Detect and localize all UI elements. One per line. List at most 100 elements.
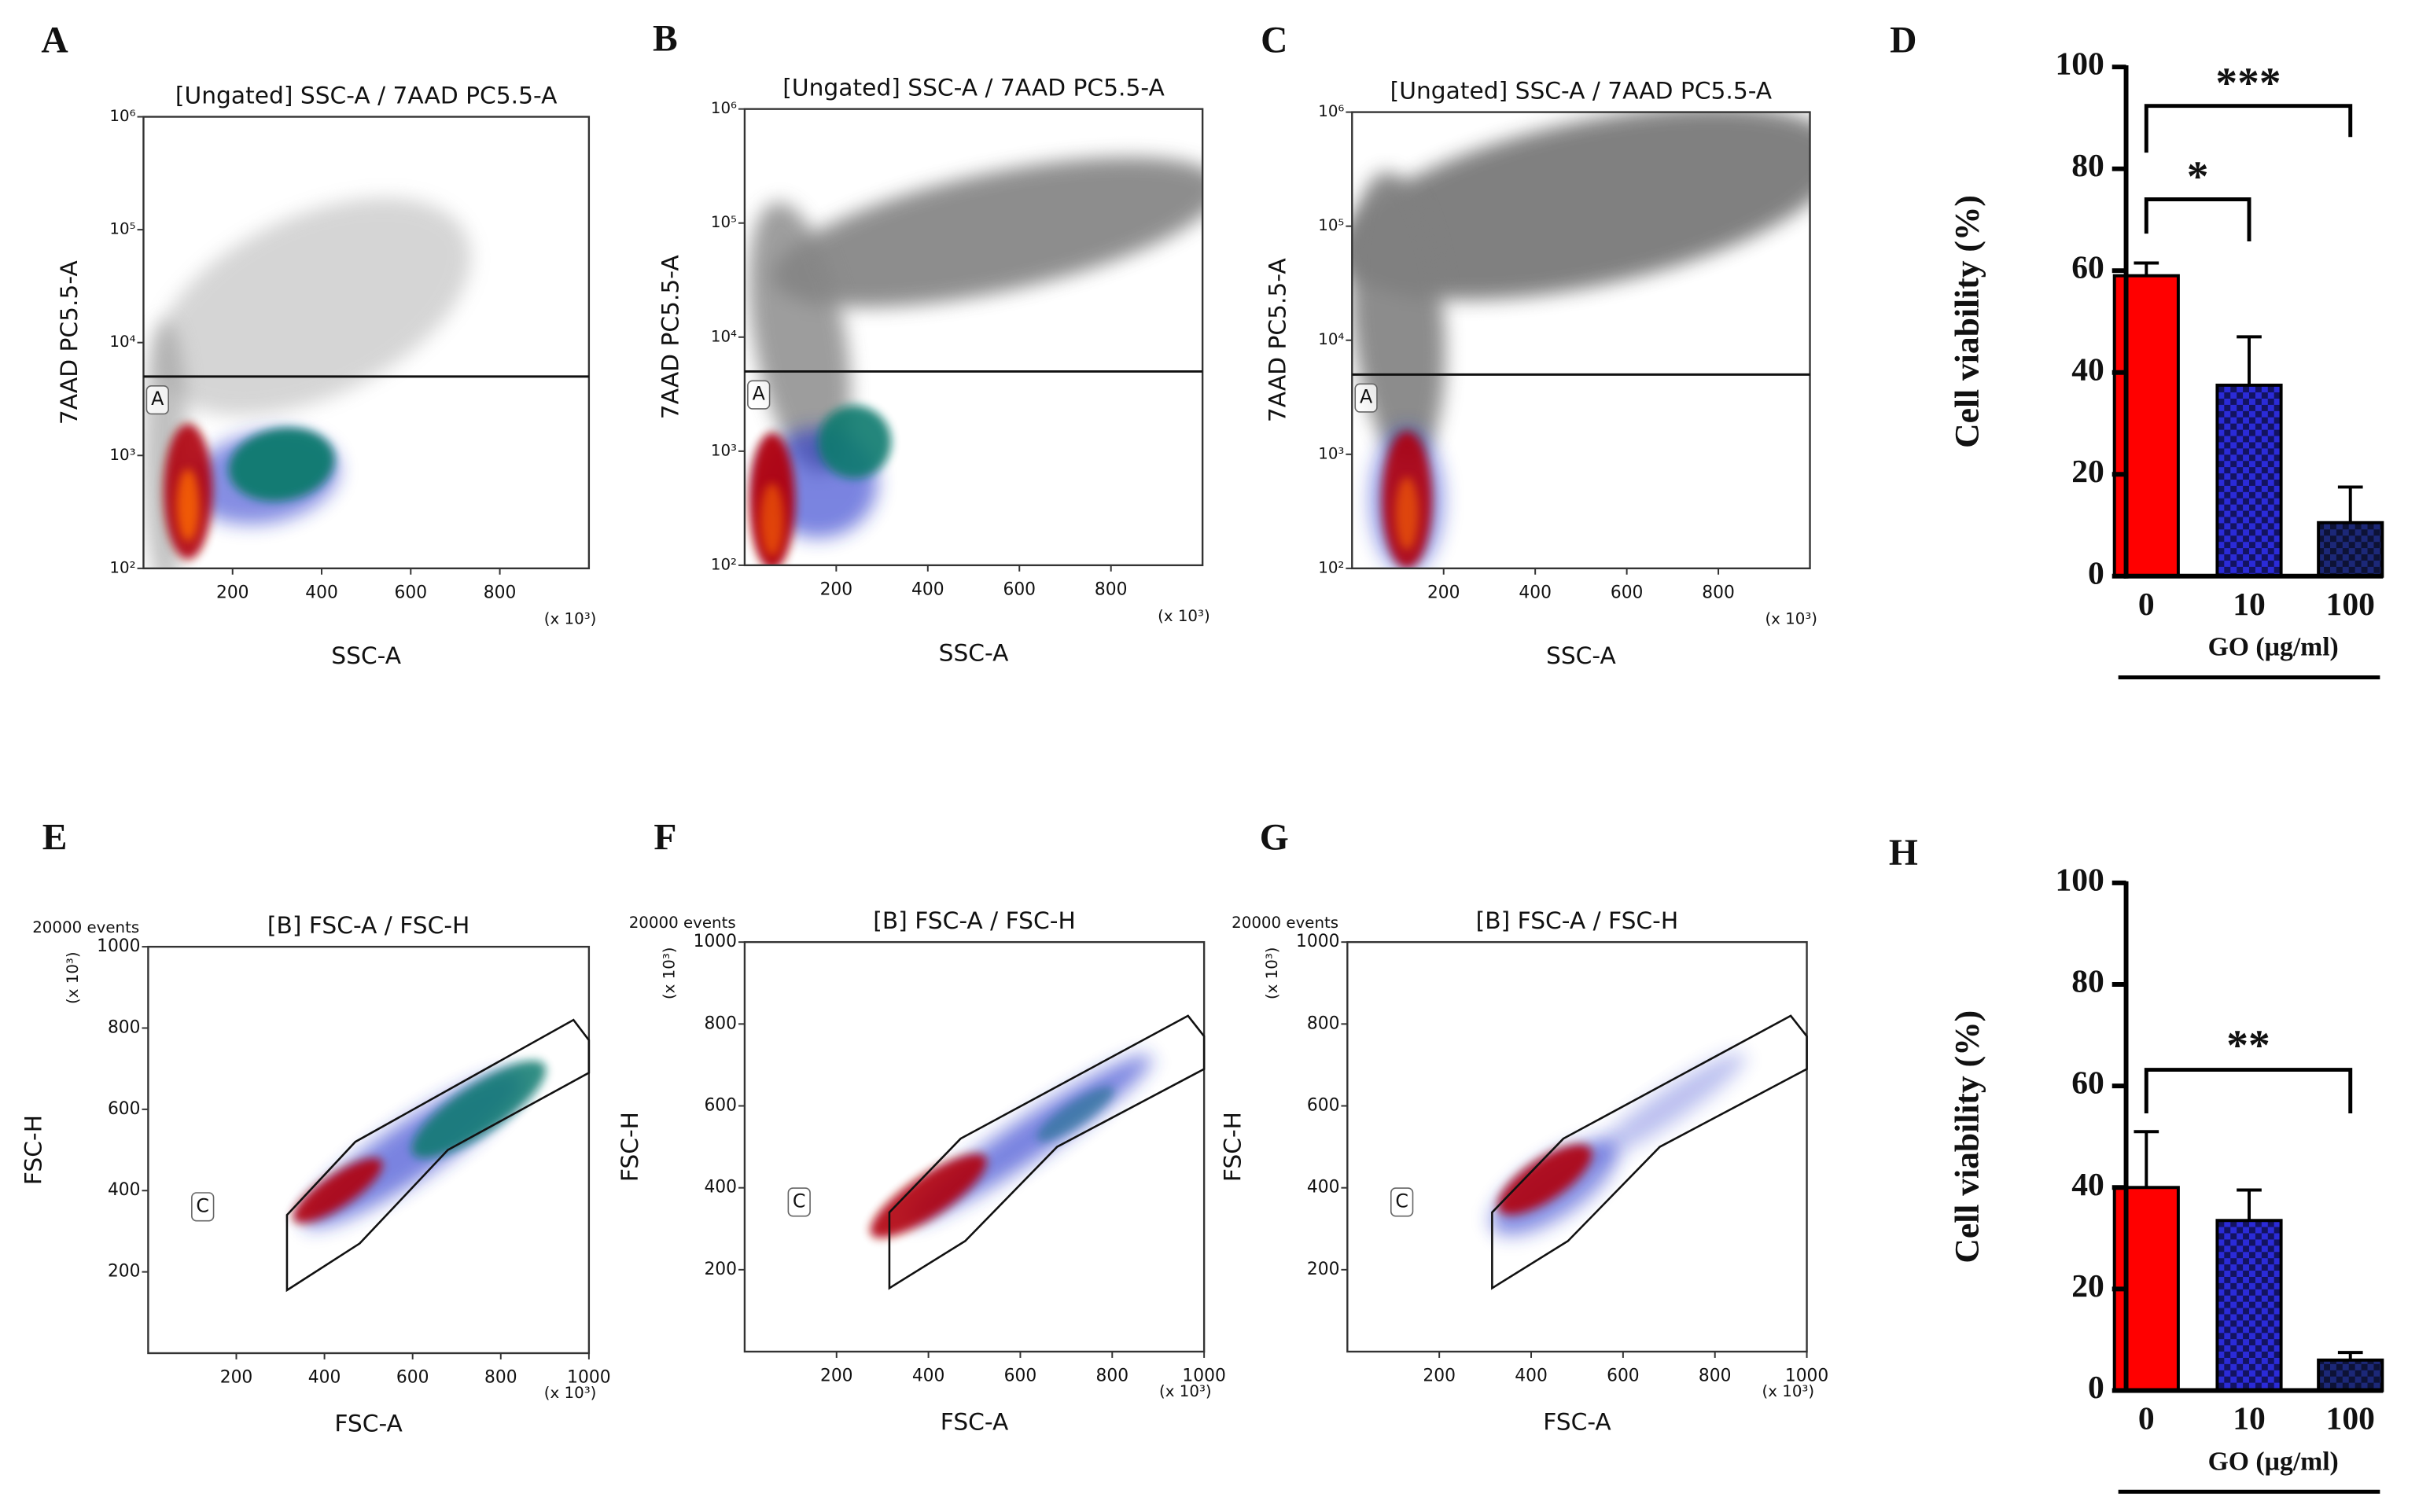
y-axis-label: FSC-H: [617, 1112, 644, 1182]
y-tick-label: 10²: [1318, 558, 1344, 576]
y-tick-label: 20: [2071, 453, 2104, 489]
y-tick-label: 40: [2071, 1166, 2104, 1202]
event-count: 20000 events: [32, 918, 139, 936]
y-tick-label: 10²: [109, 558, 135, 576]
plot-title: [Ungated] SSC-A / 7AAD PC5.5-A: [175, 82, 558, 109]
y-tick-label: 1000: [1296, 932, 1339, 951]
x-tick-label: 800: [1699, 1367, 1732, 1386]
x-unit: (x 10³): [544, 610, 597, 628]
scatter-panel: F [B] FSC-A / FSC-H 200 400 600 800 1000 200 400…: [617, 817, 1226, 1436]
panel-letter: F: [654, 817, 676, 858]
x-tick-label: 10: [2233, 1400, 2266, 1437]
y-tick-label: 60: [2071, 249, 2104, 285]
gate-label-box: [787, 1187, 811, 1217]
x-tick-label: 600: [1607, 1367, 1640, 1386]
y-tick-label: 10³: [1318, 444, 1344, 462]
density-cloud: [411, 1060, 547, 1158]
y-tick-label: 200: [1307, 1260, 1340, 1279]
x-tick-label: 200: [216, 583, 249, 603]
y-tick-label: 600: [108, 1099, 141, 1119]
y-tick-label: 60: [2071, 1065, 2104, 1101]
x-tick-label: 200: [1423, 1367, 1456, 1386]
significance-bracket: [2144, 104, 2353, 153]
y-tick-label: 1000: [97, 936, 140, 956]
panel-letter: H: [1889, 833, 1918, 874]
y-axis-label: 7AAD PC5.5-A: [657, 255, 684, 420]
x-tick-label: 800: [484, 1368, 517, 1388]
significance-label: ***: [2215, 59, 2281, 107]
x-tick-label: 0: [2138, 586, 2155, 622]
significance-label: **: [2226, 1021, 2270, 1069]
x-tick-label: 200: [220, 1368, 253, 1388]
bar: [2317, 521, 2384, 578]
event-count: 20000 events: [629, 914, 736, 932]
y-tick-label: 40: [2071, 351, 2104, 387]
y-tick-label: 10⁵: [1318, 216, 1344, 234]
gate-label: A: [753, 383, 766, 405]
density-cloud: [1592, 1052, 1746, 1160]
y-tick-label: 10⁶: [109, 107, 135, 125]
gate-label: A: [1360, 386, 1373, 408]
bar: [2215, 1219, 2283, 1392]
density-layer: [293, 1060, 547, 1228]
x-tick-label: 100: [2326, 1400, 2375, 1437]
x-unit: (x 10³): [1159, 1382, 1212, 1400]
x-tick-label: 200: [820, 580, 853, 600]
y-tick-label: 100: [2055, 46, 2104, 82]
x-axis-label: SSC-A: [331, 642, 401, 670]
density-cloud: [1497, 1144, 1592, 1216]
density-cloud: [1352, 112, 1810, 300]
gate-label-box: [1354, 383, 1378, 413]
plot-title: [B] FSC-A / FSC-H: [873, 907, 1076, 935]
density-cloud: [293, 1157, 383, 1223]
density-layer: [870, 1054, 1152, 1238]
y-tick-label: 400: [108, 1180, 141, 1200]
x-tick-label: 400: [911, 580, 944, 600]
x-axis-label: FSC-A: [941, 1409, 1009, 1437]
plot-title: [Ungated] SSC-A / 7AAD PC5.5-A: [1390, 77, 1773, 105]
plot-title: [B] FSC-A / FSC-H: [1476, 907, 1679, 935]
y-tick-label: 10⁶: [711, 99, 737, 117]
density-cloud: [870, 1153, 987, 1238]
y-axis-label: 7AAD PC5.5-A: [56, 260, 83, 425]
y-tick-label: 100: [2055, 861, 2104, 897]
bar: [2317, 1358, 2384, 1392]
x-unit: (x 10³): [1762, 1382, 1815, 1400]
x-axis-label: SSC-A: [939, 639, 1009, 667]
bar-panel: H 0 10 100 0 20 40 60 80 100 Cell viability (%) GO …: [1889, 833, 2384, 1494]
scatter-panel: A [Ungated] SSC-A / 7AAD PC5.5-A 200 400 600…: [41, 20, 596, 670]
x-axis-label: SSC-A: [1546, 642, 1616, 670]
x-tick-label: 1000: [1785, 1367, 1828, 1386]
density-layer: [1352, 112, 1810, 568]
event-count: 20000 events: [1232, 914, 1338, 932]
density-cloud: [176, 469, 200, 542]
gate-label: C: [1395, 1190, 1408, 1212]
y-tick-label: 10⁴: [109, 333, 135, 351]
y-tick-label: 10³: [109, 446, 135, 464]
significance-bracket: [2144, 197, 2251, 241]
x-unit: (x 10³): [1158, 607, 1210, 625]
y-tick-label: 10⁴: [711, 327, 737, 345]
gate-label-box: [1390, 1187, 1414, 1217]
y-tick-label: 600: [704, 1096, 737, 1116]
y-tick-label: 10⁶: [1318, 102, 1344, 120]
y-tick-label: 10⁵: [711, 213, 737, 231]
x-tick-label: 800: [1702, 583, 1735, 603]
y-tick-label: 400: [1307, 1178, 1340, 1197]
x-tick-label: 600: [1611, 583, 1644, 603]
y-axis-label: Cell viability (%): [1949, 1010, 1986, 1264]
x-tick-label: 0: [2138, 1400, 2155, 1437]
density-layer: [1491, 1052, 1746, 1236]
y-unit: (x 10³): [1263, 947, 1281, 999]
gate-polygon: [285, 1018, 591, 1293]
gate-polygon: [888, 1014, 1206, 1290]
panel-letter: E: [42, 817, 68, 858]
x-unit: (x 10³): [544, 1384, 597, 1402]
y-tick-label: 10⁵: [109, 220, 135, 238]
significance-bracket: [2144, 1068, 2353, 1114]
y-tick-label: 0: [2088, 554, 2104, 590]
y-tick-label: 20: [2071, 1267, 2104, 1304]
scatter-panel: B [Ungated] SSC-A / 7AAD PC5.5-A 200 400 600…: [653, 18, 1210, 667]
x-tick-label: 200: [820, 1367, 853, 1386]
